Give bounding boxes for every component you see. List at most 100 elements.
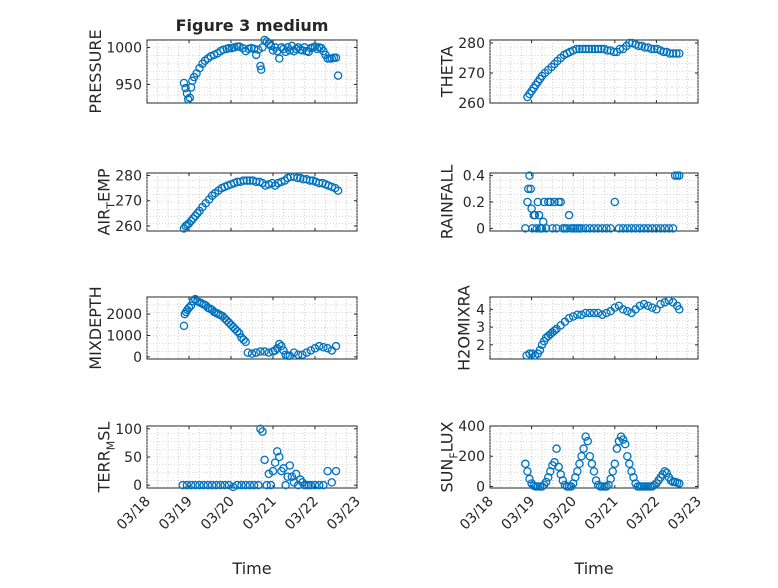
data-point — [643, 224, 653, 233]
data-point — [186, 480, 196, 490]
data-point — [277, 341, 286, 351]
data-point — [314, 178, 324, 188]
data-point — [333, 186, 343, 195]
data-point — [185, 93, 195, 103]
data-point — [593, 44, 603, 54]
data-point — [268, 466, 278, 476]
data-point — [249, 480, 259, 490]
series-sun-flux — [521, 432, 684, 491]
data-point — [546, 197, 555, 207]
data-point — [254, 480, 263, 490]
data-point — [581, 308, 590, 318]
data-point — [237, 333, 246, 342]
y-tick-label: 1000 — [106, 328, 142, 344]
data-point — [233, 480, 242, 490]
data-point — [623, 224, 632, 233]
data-point — [526, 184, 536, 194]
data-point — [281, 480, 290, 490]
y-tick-label: 0.2 — [463, 195, 485, 211]
panel-terr-msl: 03/18 03/19 03/20 03/21 03/22 03/23 0 50 100TERR… — [95, 422, 364, 534]
x-tick-label: 03/18 — [114, 494, 154, 534]
y-axis-label: TERRMSL — [95, 422, 118, 494]
data-point — [264, 469, 274, 479]
data-point — [589, 308, 599, 318]
data-point — [188, 297, 198, 306]
x-tick-label: 03/21 — [582, 494, 622, 534]
data-point — [550, 197, 559, 207]
data-point — [184, 303, 194, 312]
data-point — [291, 469, 301, 479]
data-point — [612, 444, 622, 453]
data-point — [533, 197, 543, 207]
data-point — [224, 480, 234, 490]
data-point — [178, 480, 187, 490]
data-point — [331, 466, 341, 476]
data-point — [242, 176, 252, 185]
data-point — [216, 480, 225, 490]
data-point — [323, 344, 332, 353]
series-mixdepth — [179, 294, 341, 361]
data-point — [562, 224, 572, 233]
data-point — [323, 466, 332, 476]
y-tick-label: 1000 — [106, 40, 142, 56]
data-point — [241, 480, 250, 490]
data-point — [610, 459, 620, 469]
data-point — [283, 472, 292, 481]
y-tick-label: 0 — [476, 479, 485, 495]
data-point — [266, 480, 276, 490]
y-axis-label: SUNFLUX — [438, 421, 461, 492]
y-axis-label: MIXDEPTH — [86, 286, 105, 369]
data-point — [560, 480, 570, 490]
data-point — [535, 345, 545, 355]
data-point — [583, 436, 593, 446]
data-point — [675, 305, 684, 314]
data-point — [606, 224, 615, 233]
data-point — [264, 39, 274, 48]
data-point — [219, 45, 228, 54]
chart-title: Figure 3 medium — [176, 16, 329, 35]
x-axis-label-right: Time — [573, 559, 613, 578]
data-point — [550, 326, 559, 335]
data-point — [675, 49, 684, 58]
x-tick-label: 03/21 — [240, 494, 280, 534]
y-tick-label: 0 — [133, 478, 142, 494]
x-tick-label: 03/22 — [623, 494, 663, 534]
y-tick-label: 270 — [115, 194, 142, 210]
data-point — [314, 480, 324, 490]
data-point — [647, 224, 657, 233]
y-tick-label: 100 — [115, 422, 142, 438]
data-point — [254, 45, 263, 54]
y-tick-label: 0.4 — [463, 169, 485, 185]
data-point — [631, 224, 640, 233]
data-point — [287, 472, 297, 481]
data-point — [643, 301, 653, 311]
data-point — [179, 321, 189, 331]
data-point — [523, 197, 532, 207]
data-point — [270, 458, 280, 467]
data-point — [568, 312, 578, 321]
data-point — [319, 342, 328, 352]
y-tick-label: 4 — [476, 302, 485, 318]
y-tick-label: 2 — [476, 338, 485, 354]
data-point — [298, 350, 307, 359]
x-tick-label: 03/23 — [665, 494, 705, 534]
data-point — [207, 480, 217, 490]
data-point — [191, 480, 200, 490]
data-point — [579, 444, 588, 453]
y-tick-label: 3 — [476, 320, 485, 336]
data-point — [258, 427, 267, 436]
data-point — [521, 459, 530, 469]
series-h2omixra — [522, 296, 684, 360]
series-air-temp — [179, 172, 343, 233]
data-point — [262, 37, 271, 46]
data-point — [293, 480, 303, 490]
panel-rainfall: 0 0.2 0.4 RAINFALL — [438, 165, 699, 239]
data-point — [577, 224, 586, 233]
data-point — [647, 303, 657, 312]
data-point — [530, 210, 540, 220]
